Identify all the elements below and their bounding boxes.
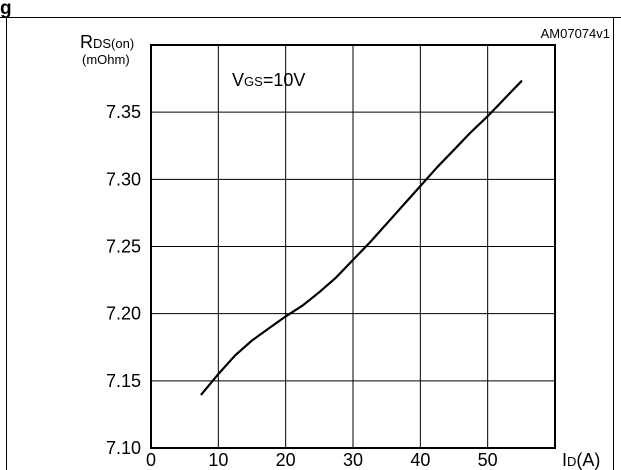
y-tick-label: 7.30 (106, 169, 141, 189)
x-tick-label: 50 (478, 450, 498, 470)
figure-top-rule (0, 17, 621, 18)
x-tick-label: 30 (343, 450, 363, 470)
x-tick-label: 40 (410, 450, 430, 470)
y-axis-unit: (mOhm) (82, 52, 130, 67)
y-tick-label: 7.10 (106, 438, 141, 458)
figure-id-label: AM07074v1 (541, 26, 610, 41)
x-tick-label: 10 (208, 450, 228, 470)
vgs-annotation-main: V (232, 70, 244, 90)
x-axis-title-rest: (A) (576, 450, 600, 470)
y-tick-label: 7.25 (106, 237, 141, 257)
x-axis-title-sub: D (567, 454, 576, 469)
figure-left-rule (6, 18, 7, 470)
grid-layer (151, 45, 555, 448)
plot-frame (150, 44, 556, 449)
figure-caption-fragment: g (0, 0, 12, 19)
x-axis-title-main: I (562, 450, 567, 470)
vgs-annotation-rest: =10V (263, 70, 306, 90)
y-axis-title: RDS(on) (80, 32, 134, 52)
x-tick-label: 20 (276, 450, 296, 470)
tick-label-layer: 0 10 20 30 40 50 7.10 7.15 7.20 7.25 7.30 7.35 (106, 102, 498, 470)
y-tick-label: 7.15 (106, 371, 141, 391)
y-tick-label: 7.35 (106, 102, 141, 122)
y-tick-label: 7.20 (106, 304, 141, 324)
y-axis-title-main: R (80, 32, 93, 52)
figure-right-rule (613, 18, 614, 470)
vgs-annotation-sub: GS (244, 74, 263, 89)
x-tick-label: 0 (146, 450, 156, 470)
vgs-annotation: VGS=10V (232, 70, 305, 90)
x-axis-title: ID(A) (562, 450, 600, 470)
rds-curve (200, 80, 523, 396)
series-layer (200, 80, 523, 396)
y-axis-title-sub: DS(on) (93, 36, 134, 51)
